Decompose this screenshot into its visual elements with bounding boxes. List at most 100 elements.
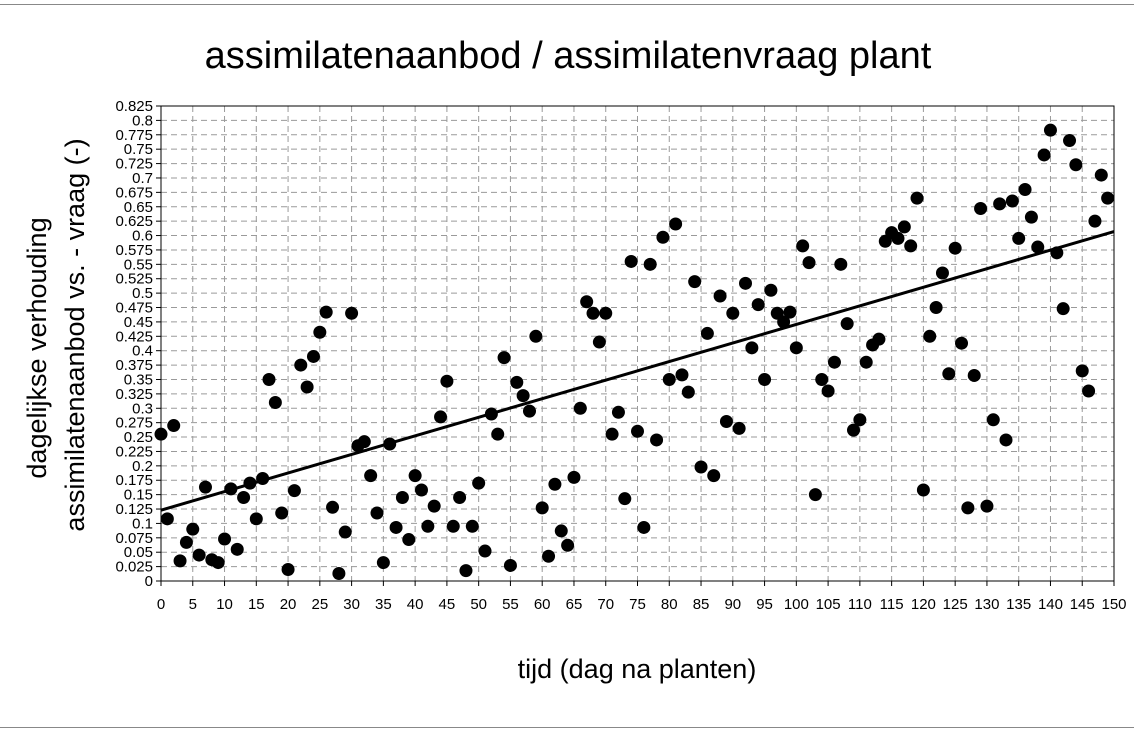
data-point [783,305,797,319]
data-point [904,239,918,253]
data-point [491,427,505,441]
data-point [675,368,689,382]
data-point [1088,214,1102,228]
trendline [160,230,1115,512]
data-point [986,413,1000,427]
x-tick-label: 80 [661,596,678,613]
y-tick-label: 0.2 [132,458,153,475]
x-tick-label: 90 [724,596,741,613]
y-tick-label: 0.45 [124,314,153,331]
data-point [1005,194,1019,208]
data-point [179,535,193,549]
y-tick-label: 0.5 [132,285,153,302]
data-point [599,306,613,320]
x-tick-label: 105 [816,596,841,613]
y-tick-label: 0.8 [132,112,153,129]
data-point [580,295,594,309]
data-point [262,372,276,386]
y-tick-label: 0.325 [115,386,153,403]
x-tick-label: 55 [502,596,519,613]
data-point [192,548,206,562]
data-point [847,423,861,437]
data-point [751,298,765,312]
data-point [529,329,543,343]
data-point [745,341,759,355]
data-point [370,506,384,520]
y-tick-label: 0.65 [124,199,153,216]
data-point [173,554,187,568]
data-point [948,241,962,255]
data-point [294,358,308,372]
data-point [516,389,530,403]
data-point [961,501,975,515]
x-tick-label: 75 [629,596,646,613]
data-point [707,469,721,483]
x-tick-label: 70 [597,596,614,613]
data-point [967,368,981,382]
data-point [637,520,651,534]
y-tick-label: 0.075 [115,530,153,547]
y-tick-label: 0.15 [124,487,153,504]
data-point [535,501,549,515]
data-point [338,525,352,539]
x-tick-label: 120 [911,596,936,613]
data-point [1031,240,1045,254]
data-point [427,499,441,513]
data-point [611,405,625,419]
x-tick-label: 135 [1006,596,1031,613]
x-tick-label: 45 [439,596,456,613]
y-tick-label: 0.125 [115,501,153,518]
data-points [154,123,1115,581]
data-point [624,254,638,268]
data-point [897,220,911,234]
data-point [650,433,664,447]
data-point [586,306,600,320]
data-point [853,413,867,427]
y-tick-label: 0.575 [115,242,153,259]
data-point [980,499,994,513]
data-point [237,491,251,505]
data-point [993,197,1007,211]
y-tick-label: 0.7 [132,170,153,187]
data-point [796,239,810,253]
data-point [827,355,841,369]
data-point [694,460,708,474]
x-axis-label: tijd (dag na planten) [518,654,757,684]
data-point [453,491,467,505]
data-point [1101,191,1115,205]
data-point [618,492,632,506]
x-axis-ticks: 0 5 10 15 20 25 30 35 40 45 50 55 60 65 70 75 80 85 90 95 10… [157,581,1127,613]
data-point [1012,231,1026,245]
data-point [789,341,803,355]
y-tick-label: 0 [145,573,153,590]
data-point [910,191,924,205]
data-point [1075,364,1089,378]
y-tick-label: 0.1 [132,515,153,532]
y-tick-label: 0.425 [115,328,153,345]
y-tick-label: 0.35 [124,371,153,388]
data-point [408,469,422,483]
data-point [478,544,492,558]
data-point [313,325,327,339]
y-tick-label: 0.625 [115,213,153,230]
y-tick-label: 0.3 [132,400,153,417]
x-tick-label: 0 [157,596,165,613]
grid [161,106,1114,581]
data-point [1024,210,1038,224]
data-point [249,512,263,526]
data-point [1069,158,1083,172]
data-point [916,483,930,497]
data-point [395,491,409,505]
data-point [402,533,416,547]
data-point [726,306,740,320]
data-point [548,477,562,491]
data-point [815,372,829,386]
data-point [669,217,683,231]
x-tick-label: 15 [248,596,265,613]
x-tick-label: 30 [343,596,360,613]
data-point [681,385,695,399]
x-tick-label: 145 [1070,596,1095,613]
data-point [700,326,714,340]
data-point [522,404,536,418]
